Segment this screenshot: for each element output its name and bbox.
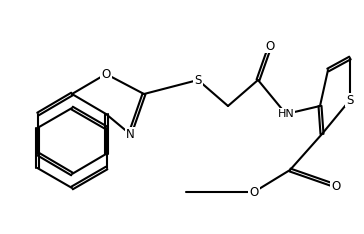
Text: S: S [346,94,354,106]
Text: O: O [249,186,259,198]
Text: O: O [102,67,111,80]
Text: HN: HN [278,109,294,119]
Text: N: N [126,128,134,140]
Text: O: O [265,40,274,52]
Text: O: O [331,179,341,193]
Text: S: S [194,73,202,87]
